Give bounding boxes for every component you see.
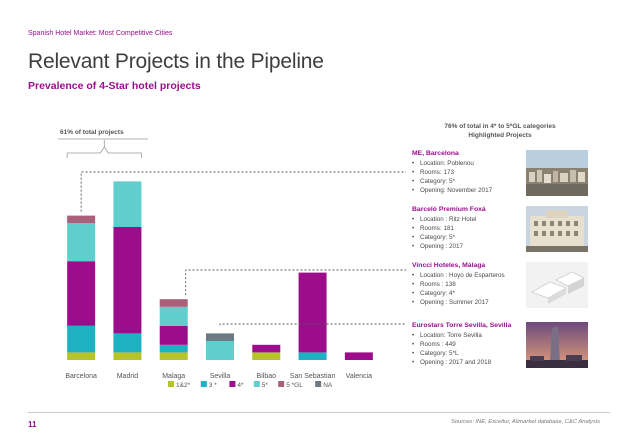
- bar-segment: [159, 299, 188, 307]
- project-card-2: Barceló Premium Foxá Location : Ritz Hot…: [412, 206, 522, 251]
- project-detail: Rooms : 449: [412, 340, 522, 349]
- project-name: ME, Barcelona: [412, 150, 459, 157]
- bar-segment: [159, 306, 188, 326]
- project-detail: Category: 4*: [412, 289, 522, 298]
- legend-swatch: [229, 381, 236, 387]
- project-name: Barceló Premium Foxá: [412, 206, 486, 213]
- project-detail: Rooms: 181: [412, 224, 522, 233]
- bar-segment: [252, 352, 281, 360]
- x-tick-label: Valencia: [346, 373, 372, 380]
- legend-label: NA: [323, 382, 333, 389]
- share-callout: 61% of total projects: [60, 129, 124, 136]
- legend-label: 3 *: [209, 382, 217, 389]
- bar-segment: [344, 352, 373, 360]
- project-detail: Category: 5*: [412, 233, 522, 242]
- project-detail: Location : Hoyo de Esparteros: [412, 271, 522, 280]
- bracket-line: [66, 146, 142, 158]
- legend-swatch: [168, 381, 174, 387]
- photo-tower-sunset: [526, 322, 588, 368]
- connector-line: [185, 269, 406, 296]
- project-name: Eurostars Torre Sevilla, Sevilla: [412, 322, 512, 329]
- project-name: Vincci Hoteles, Málaga: [412, 262, 486, 269]
- project-detail: Location: Torre Sevilla: [412, 331, 522, 340]
- chart-subtitle: Prevalence of 4-Star hotel projects: [28, 80, 201, 92]
- x-tick-label: Madrid: [117, 373, 139, 380]
- project-detail: Opening: November 2017: [412, 186, 522, 195]
- legend-label: 4*: [237, 382, 244, 389]
- legend-label: 1&2*: [176, 382, 191, 389]
- bar-segment: [67, 325, 96, 353]
- legend-swatch: [278, 381, 285, 387]
- project-detail: Opening : 2017 and 2018: [412, 358, 522, 367]
- bar-segment: [298, 352, 327, 360]
- x-tick-label: Sevilla: [210, 373, 231, 380]
- page-title: Relevant Projects in the Pipeline: [28, 50, 324, 73]
- bar-segment: [159, 352, 188, 360]
- legend-swatch: [315, 381, 322, 387]
- bar-segment: [67, 261, 96, 326]
- bar-segment: [252, 344, 281, 353]
- connector-line: [219, 323, 406, 326]
- photo-architecture-model: [526, 262, 588, 308]
- x-tick-label: Barcelona: [65, 373, 97, 380]
- bar-segment: [113, 181, 142, 227]
- project-detail: Opening : 2017: [412, 242, 522, 251]
- legend-label: 5*: [262, 382, 269, 389]
- photo-hotel-facade: [526, 206, 588, 252]
- bar-segment: [159, 325, 188, 345]
- project-card-4: Eurostars Torre Sevilla, Sevilla Locatio…: [412, 322, 522, 367]
- bar-segment: [67, 215, 96, 224]
- bar-segment: [67, 352, 96, 360]
- project-detail: Location : Ritz Hotel: [412, 215, 522, 224]
- highlight-share-text: 76% of total in 4* to 5*GL categories: [444, 123, 556, 130]
- footer-divider: [28, 412, 610, 413]
- legend-swatch: [200, 381, 207, 387]
- section-kicker: Spanish Hotel Market: Most Competitive C…: [28, 30, 173, 37]
- bar-segment: [159, 344, 188, 353]
- project-detail: Rooms: 173: [412, 168, 522, 177]
- x-tick-label: Malaga: [162, 373, 185, 380]
- project-card-1: ME, Barcelona Location: Poblenou Rooms: …: [412, 150, 522, 195]
- x-tick-label: San Sebastian: [290, 373, 336, 380]
- project-detail: Opening : Summer 2017: [412, 298, 522, 307]
- project-detail: Rooms : 138: [412, 280, 522, 289]
- project-detail: Location: Poblenou: [412, 159, 522, 168]
- bar-segment: [298, 272, 327, 353]
- source-note: Sources: INE, Exceltur, Alimarket databa…: [450, 419, 600, 425]
- bar-segment: [113, 227, 142, 334]
- legend-swatch: [253, 381, 260, 387]
- bar-segment: [113, 352, 142, 360]
- bar-segment: [206, 341, 234, 360]
- connector-line: [80, 171, 406, 212]
- highlight-header: 76% of total in 4* to 5*GL categories Hi…: [412, 122, 588, 140]
- bar-segment: [206, 333, 234, 341]
- project-card-3: Vincci Hoteles, Málaga Location : Hoyo d…: [412, 262, 522, 307]
- project-detail: Category: 5*L: [412, 349, 522, 358]
- photo-city-aerial: [526, 150, 588, 196]
- highlight-title: Highlighted Projects: [468, 132, 532, 139]
- x-tick-label: Bilbao: [257, 373, 277, 380]
- legend-label: 5 *GL: [286, 382, 303, 389]
- bar-segment: [67, 223, 96, 262]
- page-number: 11: [28, 420, 37, 429]
- project-detail: Category: 5*: [412, 177, 522, 186]
- bar-segment: [113, 333, 142, 353]
